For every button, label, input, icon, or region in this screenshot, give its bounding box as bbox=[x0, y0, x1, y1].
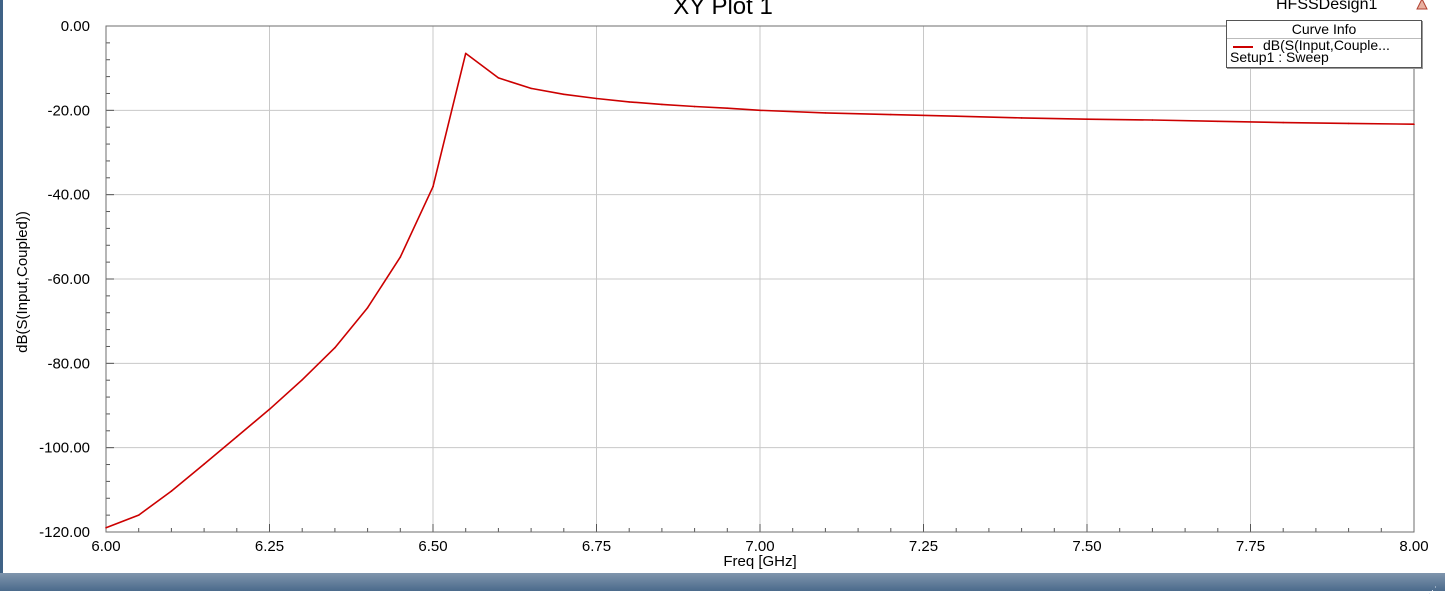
x-tick-label: 7.00 bbox=[745, 538, 774, 555]
data-point bbox=[170, 490, 173, 492]
data-point bbox=[563, 93, 565, 96]
legend-header: Curve Info bbox=[1227, 21, 1421, 39]
warning-icon[interactable] bbox=[1416, 0, 1428, 10]
y-tick-label: -20.00 bbox=[47, 102, 90, 119]
grid-layer bbox=[106, 26, 1414, 532]
data-point bbox=[366, 306, 369, 309]
data-point bbox=[1151, 119, 1154, 121]
legend-series-label: dB(S(Input,Couple... bbox=[1263, 37, 1390, 53]
data-point bbox=[399, 256, 402, 258]
y-tick-label: 0.00 bbox=[61, 18, 90, 35]
data-point bbox=[530, 87, 532, 90]
x-tick-label: 7.75 bbox=[1236, 538, 1265, 555]
data-point bbox=[824, 112, 827, 114]
data-point bbox=[595, 97, 598, 100]
x-axis-label: Freq [GHz] bbox=[723, 553, 796, 570]
data-point bbox=[1413, 123, 1415, 126]
data-point bbox=[236, 435, 238, 438]
window-frame-left bbox=[0, 0, 3, 578]
x-tick-label: 7.50 bbox=[1072, 538, 1101, 555]
xy-plot[interactable]: 6.00 6.25 6.50 6.75 7.00 7.25 7.50 7.75 8.00 0.00… bbox=[0, 0, 1445, 575]
x-tick-label: 6.00 bbox=[91, 538, 120, 555]
data-point bbox=[1020, 117, 1023, 119]
y-tick-label: -40.00 bbox=[47, 187, 90, 204]
x-tick-label: 6.50 bbox=[418, 538, 447, 555]
design-name: HFSSDesign1 bbox=[1276, 0, 1378, 13]
data-point bbox=[955, 115, 957, 118]
data-point bbox=[203, 463, 205, 465]
y-tick-label: -100.00 bbox=[39, 440, 90, 457]
x-tick-label: 6.75 bbox=[582, 538, 611, 555]
resize-grip-icon[interactable]: ⋰ bbox=[1428, 585, 1437, 595]
data-point bbox=[105, 526, 107, 529]
data-point bbox=[334, 346, 336, 349]
y-tick-label: -120.00 bbox=[39, 524, 90, 541]
data-point bbox=[1217, 120, 1219, 123]
y-axis-label: dB(S(Input,Coupled)) bbox=[14, 211, 31, 353]
series-layer bbox=[105, 52, 1415, 529]
data-point bbox=[628, 101, 630, 103]
y-tick-label: -60.00 bbox=[47, 271, 90, 288]
x-tick-label: 8.00 bbox=[1399, 538, 1428, 555]
data-point bbox=[301, 378, 304, 381]
data-point bbox=[1086, 118, 1088, 120]
data-point bbox=[268, 408, 271, 411]
data-point bbox=[693, 105, 696, 108]
data-point bbox=[464, 52, 467, 55]
tick-labels: 6.00 6.25 6.50 6.75 7.00 7.25 7.50 7.75 8.00 0.00… bbox=[39, 18, 1428, 555]
x-tick-label: 6.25 bbox=[255, 538, 284, 555]
curve-info-legend[interactable]: Curve Info dB(S(Input,Couple... Setup1 :… bbox=[1226, 20, 1422, 68]
data-point bbox=[1347, 122, 1350, 125]
data-point bbox=[759, 109, 761, 112]
data-point bbox=[661, 103, 663, 106]
status-bar: ⋰ bbox=[0, 573, 1445, 595]
x-tick-label: 7.25 bbox=[909, 538, 938, 555]
data-point bbox=[497, 77, 500, 79]
chart-title: XY Plot 1 bbox=[673, 0, 773, 20]
data-point bbox=[726, 107, 729, 110]
data-point bbox=[890, 113, 892, 116]
data-point bbox=[137, 514, 140, 516]
data-point bbox=[432, 185, 434, 188]
plot-frame bbox=[105, 25, 1415, 533]
legend-series-swatch bbox=[1233, 46, 1253, 48]
legend-setup-label: Setup1 : Sweep bbox=[1230, 49, 1329, 65]
y-tick-label: -80.00 bbox=[47, 355, 90, 372]
data-point bbox=[1282, 121, 1284, 124]
